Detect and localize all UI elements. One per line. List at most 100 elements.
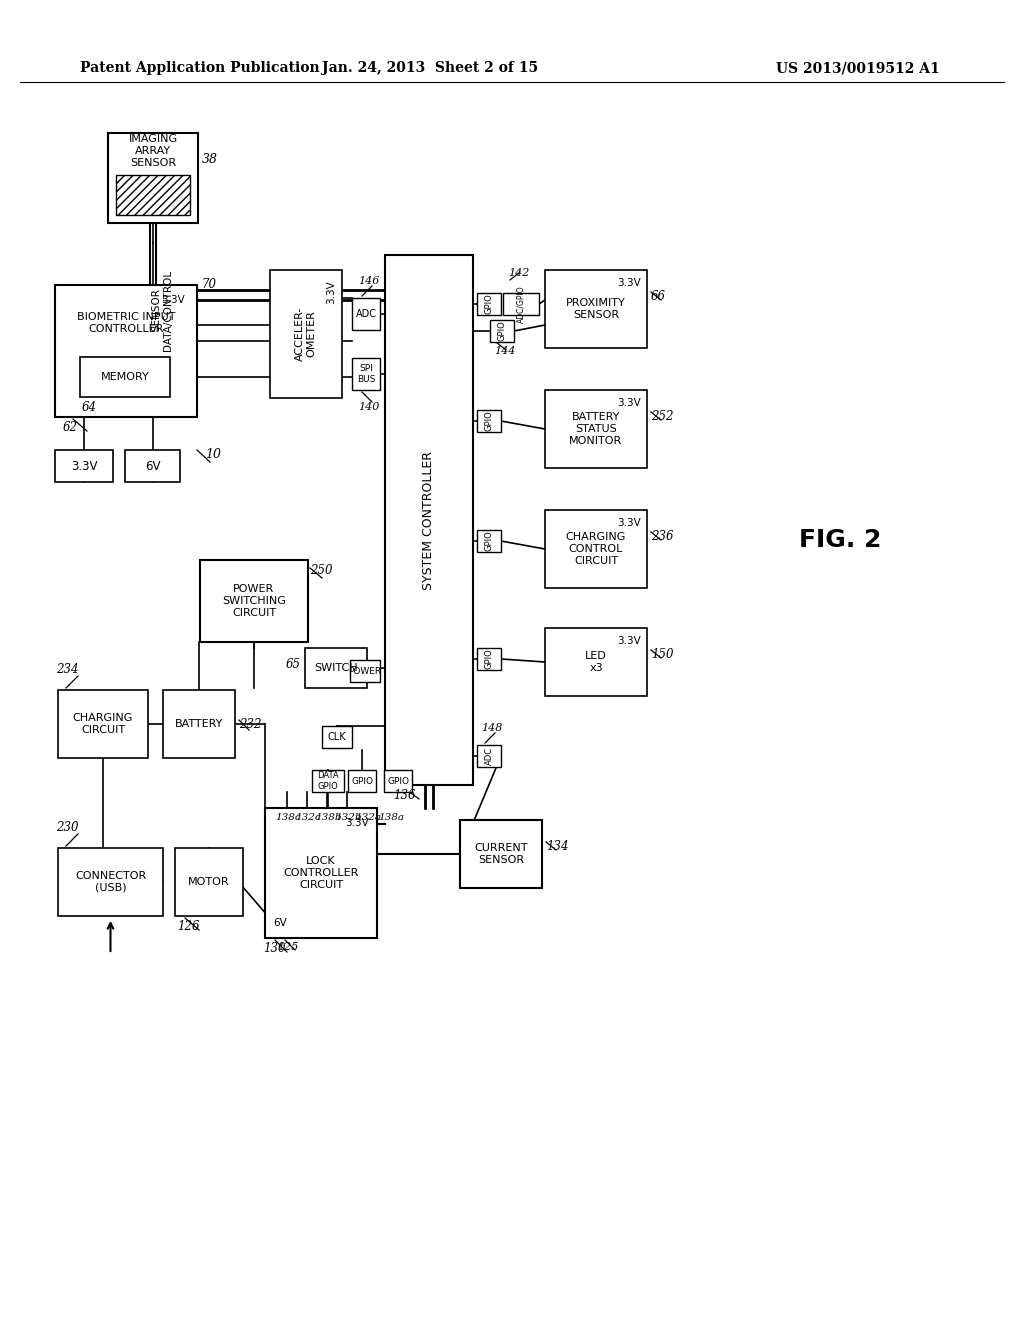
Bar (80, 356, 170, 397)
Text: ADC/GPIO: ADC/GPIO (516, 285, 525, 323)
Text: SYSTEM CONTROLLER: SYSTEM CONTROLLER (423, 450, 435, 590)
Text: 138b: 138b (315, 813, 341, 822)
Text: Jan. 24, 2013  Sheet 2 of 15: Jan. 24, 2013 Sheet 2 of 15 (322, 61, 538, 75)
Text: BATTERY: BATTERY (175, 719, 223, 729)
Text: GPIO: GPIO (351, 776, 373, 785)
Text: 3.3V: 3.3V (161, 294, 185, 305)
Bar (477, 293, 501, 315)
Text: MEMORY: MEMORY (100, 372, 150, 381)
Bar (58, 847, 163, 916)
Text: 70: 70 (202, 279, 217, 290)
Text: 3.3V: 3.3V (617, 399, 641, 408)
Text: 6V: 6V (273, 917, 287, 928)
Text: 126: 126 (177, 920, 200, 933)
Text: GPIO: GPIO (484, 648, 494, 669)
Bar (348, 770, 376, 792)
Bar (460, 820, 542, 888)
Bar (350, 660, 380, 682)
Text: US 2013/0019512 A1: US 2013/0019512 A1 (776, 61, 940, 75)
Bar (545, 628, 647, 696)
Bar (503, 293, 539, 315)
Text: SPI
BUS: SPI BUS (356, 364, 375, 384)
Text: 132c: 132c (295, 813, 321, 822)
Text: CHARGING
CIRCUIT: CHARGING CIRCUIT (73, 713, 133, 735)
Bar (545, 271, 647, 348)
Text: PROXIMITY
SENSOR: PROXIMITY SENSOR (566, 298, 626, 319)
Bar (200, 560, 308, 642)
Text: CONNECTOR
(USB): CONNECTOR (USB) (75, 871, 146, 892)
Text: BATTERY
STATUS
MONITOR: BATTERY STATUS MONITOR (569, 412, 623, 446)
Bar (175, 847, 243, 916)
Text: 132b: 132b (335, 813, 361, 822)
Bar (545, 389, 647, 469)
Bar (322, 726, 352, 748)
Text: 125: 125 (278, 942, 298, 952)
Text: 138c: 138c (275, 813, 301, 822)
Text: 3.3V: 3.3V (326, 280, 336, 304)
Bar (58, 690, 148, 758)
Bar (545, 510, 647, 587)
Text: 64: 64 (82, 401, 97, 414)
Text: 66: 66 (651, 290, 666, 304)
Text: ACCELER-
OMETER: ACCELER- OMETER (295, 306, 316, 362)
Text: GPIO: GPIO (387, 776, 409, 785)
Text: 3.3V: 3.3V (617, 636, 641, 645)
Text: LED
x3: LED x3 (585, 651, 607, 673)
Text: 144: 144 (494, 346, 515, 356)
Text: SENSOR
DATA/CONTROL: SENSOR DATA/CONTROL (152, 269, 173, 351)
Bar (270, 271, 342, 399)
Text: 140: 140 (358, 403, 379, 412)
Bar (55, 285, 197, 417)
Text: 148: 148 (481, 723, 503, 733)
Text: ADC: ADC (355, 309, 377, 319)
Text: BIOMETRIC INPUT
CONTROLLER: BIOMETRIC INPUT CONTROLLER (77, 313, 175, 334)
Bar (312, 770, 344, 792)
Text: 134: 134 (546, 840, 568, 853)
Text: 146: 146 (358, 276, 379, 286)
Bar (163, 690, 234, 758)
Text: FIG. 2: FIG. 2 (799, 528, 882, 552)
Bar (55, 450, 113, 482)
Bar (490, 319, 514, 342)
Text: 234: 234 (56, 663, 79, 676)
Text: 236: 236 (651, 531, 674, 543)
Text: 252: 252 (651, 411, 674, 422)
Bar (116, 176, 190, 215)
Text: 132a: 132a (355, 813, 381, 822)
Text: CURRENT
SENSOR: CURRENT SENSOR (474, 843, 527, 865)
Bar (265, 808, 377, 939)
Text: 3.3V: 3.3V (617, 517, 641, 528)
Text: 3.3V: 3.3V (71, 459, 97, 473)
Bar (116, 176, 190, 215)
Text: 150: 150 (651, 648, 674, 661)
Text: 3.3V: 3.3V (617, 279, 641, 288)
Text: GPIO: GPIO (498, 321, 507, 342)
Text: ADC: ADC (484, 747, 494, 766)
Bar (477, 411, 501, 432)
Text: 10: 10 (205, 447, 221, 461)
Text: DATA
GPIO: DATA GPIO (317, 771, 339, 791)
Text: 62: 62 (63, 421, 78, 434)
Bar (477, 744, 501, 767)
Bar (384, 770, 412, 792)
Bar (125, 450, 180, 482)
Bar (477, 531, 501, 552)
Text: 65: 65 (286, 657, 301, 671)
Text: SWITCH: SWITCH (314, 663, 357, 673)
Text: 230: 230 (56, 821, 79, 834)
Text: GPIO: GPIO (484, 293, 494, 314)
Text: Patent Application Publication: Patent Application Publication (80, 61, 319, 75)
Text: 142: 142 (508, 268, 529, 279)
Text: 232: 232 (239, 718, 261, 731)
Text: MOTOR: MOTOR (188, 876, 229, 887)
Text: 250: 250 (310, 564, 333, 577)
Bar (352, 298, 380, 330)
Text: 136: 136 (393, 789, 416, 803)
Text: 38: 38 (202, 153, 218, 166)
Text: 138a: 138a (378, 813, 404, 822)
Text: 6V: 6V (144, 459, 160, 473)
Text: IMAGING
ARRAY
SENSOR: IMAGING ARRAY SENSOR (128, 135, 177, 168)
Text: CHARGING
CONTROL
CIRCUIT: CHARGING CONTROL CIRCUIT (566, 532, 627, 565)
Text: 3.3V: 3.3V (345, 818, 369, 828)
Text: CLK: CLK (328, 733, 346, 742)
